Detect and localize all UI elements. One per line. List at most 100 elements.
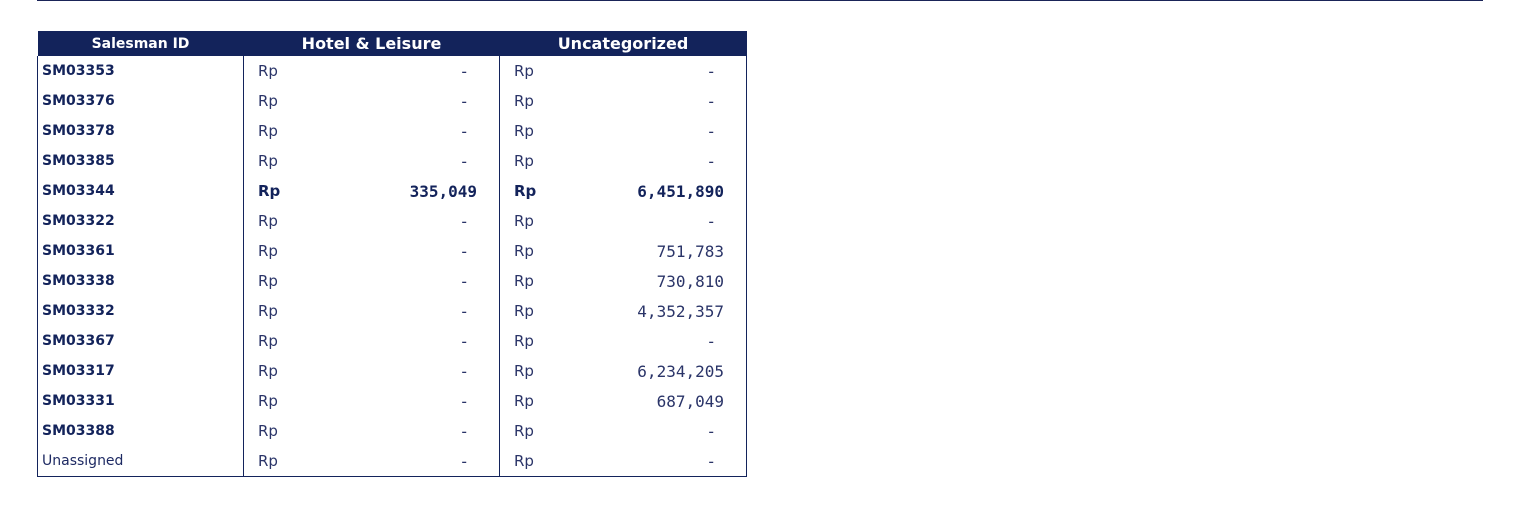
salesman-id-cell[interactable]: SM03331 bbox=[37, 386, 244, 416]
salesman-id-cell[interactable]: SM03332 bbox=[37, 296, 244, 326]
uncategorized-cell[interactable]: Rp 4,352,357 bbox=[499, 296, 747, 326]
column-header-uncategorized[interactable]: Uncategorized bbox=[499, 31, 747, 56]
salesman-id-cell[interactable]: SM03338 bbox=[37, 266, 244, 296]
hotel-leisure-cell[interactable]: Rp - bbox=[243, 416, 500, 446]
currency-label: Rp bbox=[514, 392, 534, 410]
amount-value: - bbox=[459, 421, 469, 441]
amount-value: - bbox=[706, 61, 716, 81]
amount-value: - bbox=[706, 121, 716, 141]
uncategorized-cell[interactable]: Rp - bbox=[499, 116, 747, 146]
amount-value: - bbox=[459, 331, 469, 351]
amount-value: - bbox=[459, 451, 469, 471]
salesman-id-cell[interactable]: SM03367 bbox=[37, 326, 244, 356]
currency-label: Rp bbox=[514, 332, 534, 350]
header-row: Salesman ID Hotel & Leisure Uncategorize… bbox=[37, 31, 747, 56]
uncategorized-cell[interactable]: Rp 751,783 bbox=[499, 236, 747, 266]
uncategorized-cell[interactable]: Rp - bbox=[499, 206, 747, 236]
hotel-leisure-cell[interactable]: Rp - bbox=[243, 146, 500, 176]
salesman-id-cell[interactable]: SM03361 bbox=[37, 236, 244, 266]
hotel-leisure-cell[interactable]: Rp - bbox=[243, 56, 500, 86]
currency-label: Rp bbox=[258, 422, 278, 440]
table-row: SM03385 Rp - Rp - bbox=[37, 146, 747, 176]
uncategorized-cell[interactable]: Rp 6,234,205 bbox=[499, 356, 747, 386]
currency-label: Rp bbox=[258, 152, 278, 170]
salesman-id-cell[interactable]: SM03353 bbox=[37, 56, 244, 86]
amount-value: - bbox=[459, 121, 469, 141]
currency-label: Rp bbox=[258, 362, 278, 380]
amount-value: - bbox=[459, 211, 469, 231]
amount-value: - bbox=[459, 301, 469, 321]
currency-label: Rp bbox=[258, 212, 278, 230]
currency-label: Rp bbox=[258, 122, 278, 140]
amount-value: - bbox=[459, 91, 469, 111]
hotel-leisure-cell[interactable]: Rp 335,049 bbox=[243, 176, 500, 206]
uncategorized-cell[interactable]: Rp - bbox=[499, 86, 747, 116]
uncategorized-cell[interactable]: Rp 687,049 bbox=[499, 386, 747, 416]
hotel-leisure-cell[interactable]: Rp - bbox=[243, 446, 500, 477]
currency-label: Rp bbox=[258, 62, 278, 80]
currency-label: Rp bbox=[258, 302, 278, 320]
currency-label: Rp bbox=[258, 392, 278, 410]
uncategorized-cell[interactable]: Rp - bbox=[499, 326, 747, 356]
salesman-id-cell[interactable]: SM03378 bbox=[37, 116, 244, 146]
currency-label: Rp bbox=[258, 272, 278, 290]
uncategorized-cell[interactable]: Rp 6,451,890 bbox=[499, 176, 747, 206]
currency-label: Rp bbox=[514, 122, 534, 140]
hotel-leisure-cell[interactable]: Rp - bbox=[243, 116, 500, 146]
amount-value: - bbox=[459, 61, 469, 81]
amount-value: - bbox=[706, 421, 716, 441]
salesman-id-cell[interactable]: SM03385 bbox=[37, 146, 244, 176]
amount-value: - bbox=[706, 151, 716, 171]
amount-value: 751,783 bbox=[656, 241, 724, 261]
currency-label: Rp bbox=[514, 272, 534, 290]
currency-label: Rp bbox=[514, 302, 534, 320]
currency-label: Rp bbox=[514, 422, 534, 440]
currency-label: Rp bbox=[258, 92, 278, 110]
salesman-id-cell[interactable]: SM03322 bbox=[37, 206, 244, 236]
currency-label: Rp bbox=[514, 212, 534, 230]
table-row: SM03376 Rp - Rp - bbox=[37, 86, 747, 116]
top-divider bbox=[37, 0, 1483, 1]
amount-value: 687,049 bbox=[656, 391, 724, 411]
column-header-hotel-leisure[interactable]: Hotel & Leisure bbox=[243, 31, 500, 56]
table-row: SM03332 Rp - Rp 4,352,357 bbox=[37, 296, 747, 326]
salesman-id-cell[interactable]: SM03388 bbox=[37, 416, 244, 446]
hotel-leisure-cell[interactable]: Rp - bbox=[243, 326, 500, 356]
amount-value: 730,810 bbox=[656, 271, 724, 291]
currency-label: Rp bbox=[514, 182, 537, 200]
salesman-id-cell[interactable]: SM03376 bbox=[37, 86, 244, 116]
currency-label: Rp bbox=[514, 92, 534, 110]
amount-value: - bbox=[459, 361, 469, 381]
table-row: Unassigned Rp - Rp - bbox=[37, 446, 747, 477]
salesman-id-cell[interactable]: SM03344 bbox=[37, 176, 244, 206]
table-row: SM03388 Rp - Rp - bbox=[37, 416, 747, 446]
hotel-leisure-cell[interactable]: Rp - bbox=[243, 356, 500, 386]
hotel-leisure-cell[interactable]: Rp - bbox=[243, 296, 500, 326]
uncategorized-cell[interactable]: Rp 730,810 bbox=[499, 266, 747, 296]
currency-label: Rp bbox=[514, 62, 534, 80]
salesman-category-table: Salesman ID Hotel & Leisure Uncategorize… bbox=[37, 31, 747, 477]
hotel-leisure-cell[interactable]: Rp - bbox=[243, 86, 500, 116]
uncategorized-cell[interactable]: Rp - bbox=[499, 56, 747, 86]
salesman-id-cell[interactable]: Unassigned bbox=[37, 446, 244, 477]
hotel-leisure-cell[interactable]: Rp - bbox=[243, 386, 500, 416]
table-row: SM03353 Rp - Rp - bbox=[37, 56, 747, 86]
amount-value: - bbox=[706, 331, 716, 351]
uncategorized-cell[interactable]: Rp - bbox=[499, 146, 747, 176]
currency-label: Rp bbox=[258, 182, 281, 200]
amount-value: 6,234,205 bbox=[637, 361, 724, 381]
amount-value: - bbox=[706, 91, 716, 111]
currency-label: Rp bbox=[258, 242, 278, 260]
column-header-salesman-id[interactable]: Salesman ID bbox=[37, 31, 244, 56]
hotel-leisure-cell[interactable]: Rp - bbox=[243, 206, 500, 236]
table-row: SM03378 Rp - Rp - bbox=[37, 116, 747, 146]
amount-value: 335,049 bbox=[409, 181, 477, 201]
table-row: SM03361 Rp - Rp 751,783 bbox=[37, 236, 747, 266]
currency-label: Rp bbox=[258, 332, 278, 350]
hotel-leisure-cell[interactable]: Rp - bbox=[243, 236, 500, 266]
currency-label: Rp bbox=[514, 152, 534, 170]
uncategorized-cell[interactable]: Rp - bbox=[499, 416, 747, 446]
hotel-leisure-cell[interactable]: Rp - bbox=[243, 266, 500, 296]
salesman-id-cell[interactable]: SM03317 bbox=[37, 356, 244, 386]
uncategorized-cell[interactable]: Rp - bbox=[499, 446, 747, 477]
